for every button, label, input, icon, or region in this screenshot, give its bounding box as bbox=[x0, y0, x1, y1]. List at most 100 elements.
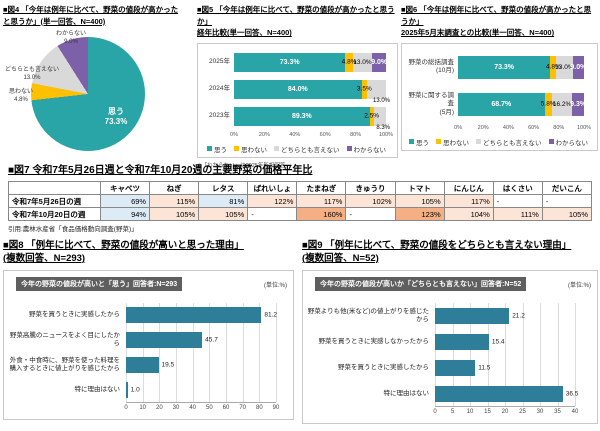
fig8-gridlines bbox=[126, 302, 277, 403]
x-tick-label: 0% bbox=[230, 131, 238, 138]
legend-label: 思わない bbox=[241, 146, 267, 154]
segment-value: 3.5% bbox=[356, 85, 372, 93]
gridline bbox=[142, 302, 144, 402]
stacked-bar-row: 野菜の総括調査 (10月) 73.3% 13.0% 9.0% 4.8% bbox=[406, 49, 591, 86]
stacked-bar: 89.3% 2.5% 8.3% bbox=[234, 106, 390, 131]
x-tick-label: 20% bbox=[258, 131, 270, 138]
pie-label-omou: 思う 73.3% bbox=[95, 107, 137, 127]
stacked-bar: 84.0% 3.5% 13.0% bbox=[234, 79, 390, 104]
fig8-title-line2: (複数回答、N=293) bbox=[3, 252, 86, 264]
column-header: ねぎ bbox=[149, 181, 200, 195]
fig6-chart-box: 野菜の総括調査 (10月) 73.3% 13.0% 9.0% 4.8% 野菜に関する調査 (5… bbox=[401, 42, 598, 151]
table-cell: 81% bbox=[198, 194, 249, 208]
bar-segment-どちらとも言えない: 13.0% bbox=[352, 52, 373, 72]
x-tick-label: 60 bbox=[222, 404, 230, 411]
stacked-bar-row: 野菜に関する調査 (5月) 68.7% 16.2% 9.3% 5.8% bbox=[406, 86, 591, 123]
table-cell: 69% bbox=[99, 194, 151, 208]
category-label-line: 2025年 bbox=[209, 58, 230, 66]
segment-value: 9.3% bbox=[570, 100, 587, 108]
column-header: きゅうり bbox=[345, 181, 396, 195]
bar-value: 19.5 bbox=[161, 361, 175, 369]
legend-swatch bbox=[436, 139, 441, 145]
row-header: 令和7年10月20日の週 bbox=[8, 207, 101, 221]
fig8-respondent-badge: 今年の野菜の値段が高いと「思う」回答者:N=293 bbox=[16, 276, 183, 291]
bar-value: 21.2 bbox=[512, 312, 525, 320]
table-cell: 105% bbox=[198, 207, 249, 221]
column-header: ばれいしょ bbox=[247, 181, 298, 195]
fig9-x-axis: 0 5 10 15 20 25 30 35 40 bbox=[433, 408, 578, 419]
category-label: 特に理由はない bbox=[74, 386, 121, 394]
gridline bbox=[176, 302, 177, 402]
fig6-bars: 野菜の総括調査 (10月) 73.3% 13.0% 9.0% 4.8% 野菜に関する調査 (5… bbox=[406, 49, 591, 123]
category-label: 野菜に関する調査 (5月) bbox=[406, 92, 458, 117]
bar bbox=[435, 333, 489, 350]
x-tick-label: 80% bbox=[553, 124, 565, 131]
bar-segment-わからない: 9.0% bbox=[371, 52, 387, 72]
row-header: 令和7年5月26日の週 bbox=[8, 194, 101, 208]
fig4-title: ■図4 「今年は例年に比べて、野菜の値段が高かった と思うか」(単一回答、N=4… bbox=[3, 4, 194, 27]
legend-swatch bbox=[346, 146, 352, 152]
category-label: 2024年 bbox=[202, 85, 234, 93]
x-tick-label: 35 bbox=[554, 408, 561, 415]
x-tick-label: 15 bbox=[484, 408, 491, 415]
bar-segment-思う: 68.7% bbox=[458, 92, 545, 116]
column-header: だいこん bbox=[541, 181, 593, 195]
fig5-chart-box: 2025年 73.3% 13.0% 9.0% 4.8% 2024年 84.0% 3.5% 13.… bbox=[197, 42, 398, 158]
x-tick-label: 30 bbox=[172, 404, 180, 411]
bar-track: 15.4 bbox=[435, 333, 575, 350]
corner-cell bbox=[8, 181, 101, 195]
gridline bbox=[226, 302, 227, 402]
bar-segment-どちらとも言えない: 13.0% bbox=[555, 55, 574, 79]
category-label: 野菜高騰のニュースをよく目にしたから bbox=[9, 332, 120, 348]
x-tick-label: 80% bbox=[350, 131, 362, 138]
x-tick-label: 90 bbox=[272, 404, 280, 411]
stacked-bar: 73.3% 13.0% 9.0% 4.8% bbox=[458, 55, 586, 79]
table-cell: - bbox=[247, 207, 298, 221]
fig5-note: ※「わからない」は2025年新設回答 bbox=[197, 162, 286, 169]
gridline bbox=[487, 302, 489, 406]
fig5-bars: 2025年 73.3% 13.0% 9.0% 4.8% 2024年 84.0% 3.5% 13.… bbox=[202, 49, 391, 131]
fig5-title: ■図5 「今年は例年に比べて、野菜の値段が高かったと思うか」 経年比較(単一回答… bbox=[197, 4, 398, 39]
fig7-price-table: キャベツ ねぎ レタス ばれいしょ たまねぎ きゅうり トマト にんじん はくさい だいこん 令和7… bbox=[8, 181, 593, 221]
fig9-panel: ■図9 「例年に比べて、野菜の値段をどちらとも言えない理由」 (複数回答、N=5… bbox=[302, 240, 598, 424]
fig5-title-line1: ■図5 「今年は例年に比べて、野菜の値段が高かったと思うか」 bbox=[197, 5, 395, 26]
bar-segment-どちらとも言えない: 16.2% bbox=[551, 92, 573, 116]
x-tick-label: 70 bbox=[239, 404, 246, 411]
legend-item: どちらとも言えない bbox=[476, 137, 542, 147]
fig7-title: ■図7 令和7年5月26日週と令和7年10月20週の主要野菜の価格平年比 bbox=[8, 165, 313, 176]
fig8-title: ■図8 「例年に比べて、野菜の値段が高いと思った理由」 (複数回答、N=293) bbox=[3, 240, 294, 266]
bar bbox=[435, 307, 510, 324]
fig9-gridlines bbox=[435, 302, 576, 407]
category-label-line: (5月) bbox=[439, 108, 454, 116]
fig5-legend: 思う 思わない どちらとも言えない わからない bbox=[202, 144, 391, 154]
fig6-title: ■図6 「今年は例年に比べて、野菜の値段が高かったと思うか」 2025年5月末調… bbox=[401, 4, 598, 39]
x-tick-label: 40 bbox=[189, 404, 196, 411]
legend-item: 思わない bbox=[436, 137, 469, 147]
gridline bbox=[276, 302, 277, 402]
fig9-title: ■図9 「例年に比べて、野菜の値段をどちらとも言えない理由」 (複数回答、N=5… bbox=[302, 240, 598, 266]
fig9-bars: 野菜よりも他(米など)の値上がりを感じたから 21.2 野菜を買うときに実感しなかっ… bbox=[307, 303, 589, 407]
legend-swatch bbox=[548, 139, 554, 145]
legend-label: わからない bbox=[555, 139, 589, 147]
pie-label-omowanai-value: 4.8% bbox=[14, 96, 28, 103]
pie-label-omowanai: 思わない 4.8% bbox=[3, 89, 39, 104]
pie-label-omowanai-name: 思わない bbox=[8, 89, 33, 96]
gridline bbox=[452, 302, 454, 406]
fig8-bars: 野菜を買うときに実感したから 81.2 野菜高騰のニュースをよく目にしたから 45.7… bbox=[8, 303, 285, 403]
category-label: 野菜よりも他(米など)の値上がりを感じたから bbox=[307, 307, 429, 323]
x-tick-label: 25 bbox=[519, 408, 526, 415]
x-tick-label: 80 bbox=[255, 404, 263, 411]
bar bbox=[126, 307, 262, 324]
bar bbox=[126, 382, 128, 399]
segment-value: 84.0% bbox=[287, 85, 308, 93]
bar-value: 36.5 bbox=[565, 390, 579, 398]
legend-swatch bbox=[409, 139, 414, 145]
legend-item: わからない bbox=[346, 144, 386, 154]
category-label: 2023年 bbox=[202, 112, 234, 120]
legend-label: 思う bbox=[214, 146, 227, 154]
pie-label-wakaranai: わからない 9.0% bbox=[45, 31, 97, 46]
x-tick-label: 40 bbox=[571, 408, 579, 415]
fig6-x-axis: 0% 20% 40% 60% 80% 100% bbox=[454, 124, 591, 134]
fig8-title-line1: ■図8 「例年に比べて、野菜の値段が高いと思った理由」 bbox=[3, 240, 244, 251]
table-cell: 122% bbox=[247, 194, 298, 208]
